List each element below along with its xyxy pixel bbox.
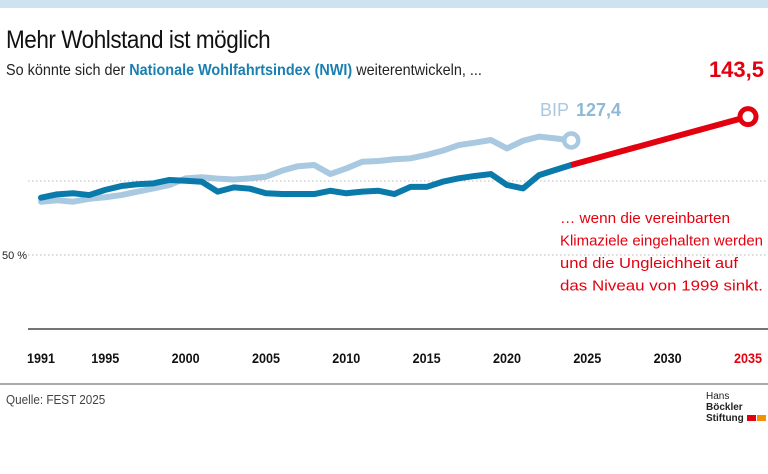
top-bar [0, 0, 768, 8]
x-tick-label: 2010 [332, 350, 360, 366]
series-line-bip [38, 133, 575, 205]
subtitle-text-end: weiterentwickeln, ... [352, 62, 482, 79]
x-tick-label: 2000 [172, 350, 200, 366]
annotation-line: Klimaziele eingehalten werden [560, 233, 763, 250]
subtitle-text: So könnte sich der [6, 62, 130, 79]
chart-subtitle: So könnte sich der Nationale Wohlfahrtsi… [6, 62, 482, 80]
x-tick-label: 2005 [252, 350, 281, 366]
projection-end-value: 143,5 [709, 57, 764, 82]
annotation-line: und die Ungleichheit auf [560, 255, 739, 272]
series-label-bip: BIP [540, 100, 569, 120]
hans-boeckler-logo: Hans Böckler Stiftung [706, 391, 768, 424]
x-tick-label: 1995 [91, 350, 120, 366]
x-tick-label: 2015 [413, 350, 442, 366]
annotation-line: das Niveau von 1999 sinkt. [560, 278, 763, 295]
x-tick-label: 2025 [573, 350, 602, 366]
x-tick-label: 2030 [654, 350, 682, 366]
chart-title: Mehr Wohlstand ist möglich [6, 26, 271, 54]
y-tick-label: 50 % [2, 250, 27, 262]
source-note: Quelle: FEST 2025 [6, 392, 106, 407]
subtitle-highlight: Nationale Wohlfahrtsindex (NWI) [129, 62, 353, 79]
bip-end-value: 127,4 [576, 100, 621, 120]
series-line-nwi [38, 162, 575, 201]
x-tick-label: 1991 [27, 350, 56, 366]
projection-end-marker [737, 106, 759, 128]
bip-end-marker [562, 131, 581, 150]
x-tick-label: 2020 [493, 350, 521, 366]
annotation-line: … wenn die vereinbarten [560, 210, 730, 227]
x-tick-label: 2035 [734, 350, 763, 366]
series-line-nwi-projektion [570, 113, 749, 168]
